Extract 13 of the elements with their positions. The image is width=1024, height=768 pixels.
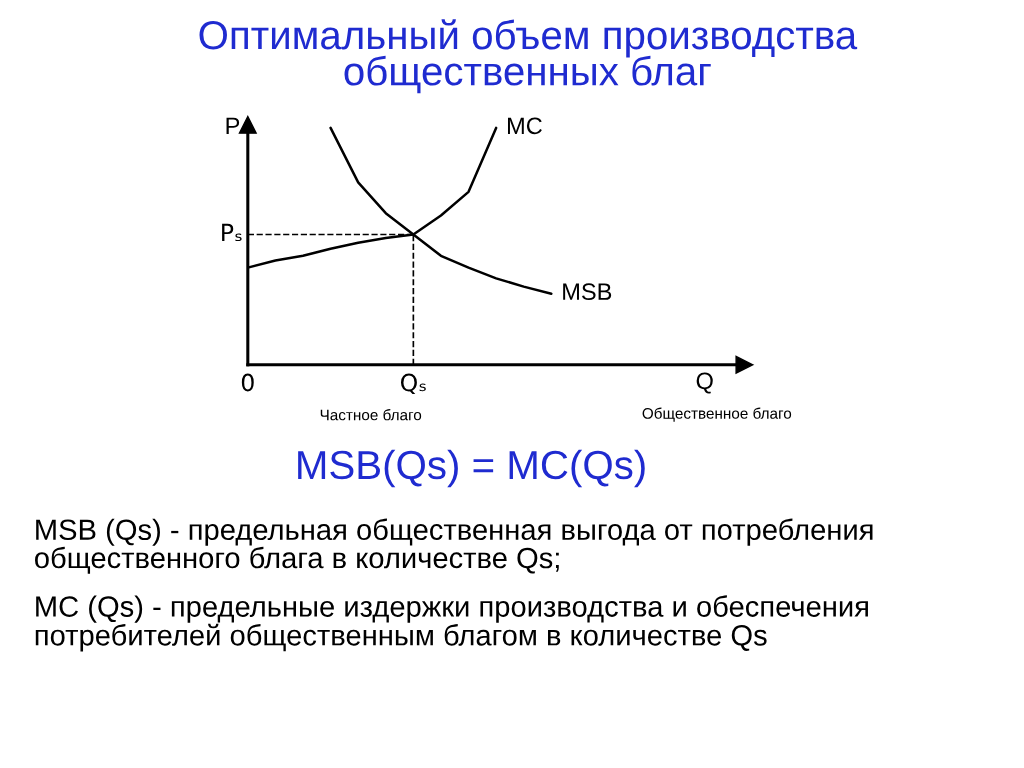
ref-line-label: Pₛ (222, 223, 242, 242)
series-label: MC (508, 117, 542, 135)
chart-title: Оптимальный объем производства общественных благ (199, 19, 858, 94)
x-axis-title: Q (696, 372, 713, 394)
text: MC (Qs) - предельные издержки производства и обеспечения потребителей общественным благом в количестве Qs (35, 595, 868, 652)
x-tick-label: 0 (241, 373, 254, 392)
text: MSB(Qs) = MC(Qs) (298, 449, 645, 488)
text: MSB (Qs) - предельная общественная выгода от потребления общественного блага в количестве Qs; (35, 518, 873, 574)
y-axis-title: P (226, 117, 240, 134)
x-tick-label: Qₛ (400, 373, 426, 395)
series-label: MSB (563, 283, 612, 301)
text: Частное благо (320, 409, 422, 421)
text: Общественное благо (642, 407, 792, 422)
